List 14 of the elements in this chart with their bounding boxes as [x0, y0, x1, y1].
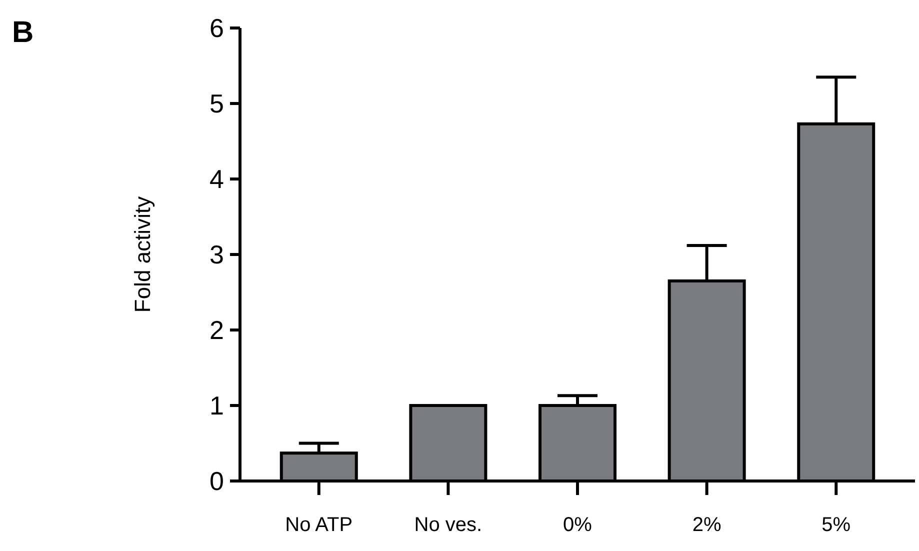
- y-tick-label: 0: [210, 466, 224, 496]
- y-tick-label: 2: [210, 315, 224, 346]
- x-tick-label: 0%: [563, 514, 592, 536]
- y-tick-label: 1: [210, 390, 224, 421]
- y-axis-title: Fold activity: [130, 196, 155, 313]
- x-tick-label: No ves.: [414, 514, 482, 536]
- x-tick-label: 2%: [692, 514, 722, 536]
- chart-title: B: [12, 16, 34, 49]
- y-tick-label: 6: [210, 13, 224, 44]
- y-tick-label: 4: [210, 164, 224, 194]
- y-tick-label: 5: [210, 88, 224, 119]
- y-tick-label: 3: [210, 240, 224, 270]
- x-tick-label: No ATP: [285, 514, 353, 536]
- x-tick-label: 5%: [822, 514, 851, 536]
